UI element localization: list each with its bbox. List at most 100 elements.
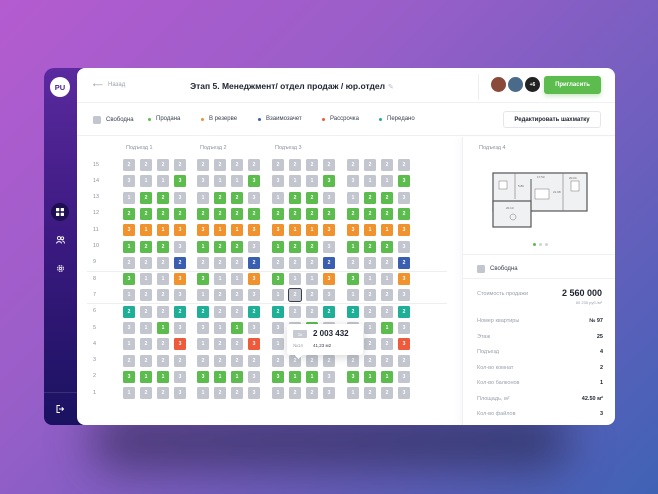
apartment-cell[interactable]: 2 (272, 305, 284, 318)
apartment-cell[interactable]: 1 (123, 387, 135, 400)
sidebar-item-settings[interactable] (51, 259, 69, 277)
apartment-cell[interactable]: 3 (197, 273, 209, 286)
apartment-cell[interactable]: 2 (157, 256, 169, 269)
back-button[interactable]: ⟵ Назад (93, 81, 125, 89)
apartment-cell[interactable]: 2 (140, 191, 152, 204)
apartment-cell[interactable]: 2 (289, 387, 301, 400)
apartment-cell[interactable]: 2 (364, 354, 376, 367)
apartment-cell[interactable]: 2 (381, 387, 393, 400)
apartment-cell[interactable]: 2 (306, 207, 318, 220)
apartment-cell[interactable]: 2 (197, 305, 209, 318)
apartment-cell[interactable]: 3 (272, 322, 284, 334)
apartment-cell[interactable]: 1 (347, 289, 359, 302)
apartment-cell[interactable]: 3 (398, 240, 410, 253)
apartment-cell[interactable]: 2 (306, 305, 318, 318)
apartment-cell[interactable]: 2 (197, 354, 209, 367)
apartment-cell[interactable]: 2 (364, 159, 376, 171)
apartment-cell[interactable]: 3 (174, 370, 186, 383)
apartment-cell[interactable]: 3 (272, 273, 284, 286)
apartment-cell[interactable]: 2 (214, 240, 226, 253)
carousel-dot[interactable] (545, 243, 548, 246)
apartment-cell[interactable]: 2 (381, 159, 393, 171)
apartment-cell[interactable]: 2 (231, 354, 243, 367)
apartment-cell[interactable]: 3 (248, 240, 260, 253)
apartment-cell[interactable]: 3 (248, 370, 260, 383)
apartment-cell[interactable]: 3 (347, 273, 359, 286)
apartment-cell[interactable]: 2 (140, 354, 152, 367)
apartment-cell[interactable]: 2 (289, 159, 301, 171)
apartment-cell[interactable]: 1 (347, 240, 359, 253)
apartment-cell[interactable]: 2 (272, 159, 284, 171)
apartment-cell[interactable]: 3 (347, 175, 359, 188)
apartment-cell[interactable]: 1 (272, 191, 284, 204)
apartment-cell[interactable]: 2 (231, 387, 243, 400)
apartment-cell[interactable]: 1 (364, 175, 376, 188)
apartment-cell[interactable]: 3 (174, 289, 186, 302)
apartment-cell[interactable]: 2 (248, 207, 260, 220)
apartment-cell[interactable]: 2 (347, 305, 359, 318)
apartment-cell[interactable]: 2 (157, 354, 169, 367)
apartment-cell[interactable]: 2 (157, 289, 169, 302)
apartment-cell[interactable]: 3 (323, 289, 335, 302)
apartment-cell[interactable]: 1 (381, 322, 393, 334)
apartment-cell[interactable]: 1 (272, 240, 284, 253)
apartment-cell[interactable]: 3 (174, 191, 186, 204)
apartment-cell[interactable]: 1 (381, 273, 393, 286)
apartment-cell[interactable]: 2 (364, 338, 376, 351)
apartment-cell[interactable]: 2 (140, 289, 152, 302)
apartment-cell[interactable]: 2 (157, 159, 169, 171)
apartment-cell[interactable]: 1 (157, 175, 169, 188)
apartment-cell[interactable]: 3 (347, 370, 359, 383)
legend-item[interactable]: Свободна (93, 116, 134, 124)
apartment-cell[interactable]: 2 (398, 207, 410, 220)
apartment-cell[interactable]: 2 (364, 191, 376, 204)
apartment-cell[interactable]: 2 (381, 191, 393, 204)
apartment-cell[interactable]: 1 (347, 387, 359, 400)
avatar[interactable] (508, 77, 523, 92)
apartment-cell[interactable]: 1 (306, 224, 318, 237)
avatar-group[interactable]: +6 (491, 77, 540, 92)
apartment-cell[interactable]: 2 (306, 289, 318, 302)
apartment-cell[interactable]: 2 (289, 191, 301, 204)
apartment-cell[interactable]: 1 (157, 322, 169, 334)
edit-chessboard-button[interactable]: Редактировать шахматку (503, 111, 601, 128)
apartment-cell[interactable]: 3 (398, 191, 410, 204)
apartment-cell[interactable]: 3 (123, 175, 135, 188)
legend-item[interactable]: Взаимозачет (258, 116, 302, 123)
apartment-cell[interactable]: 1 (289, 273, 301, 286)
apartment-cell[interactable]: 2 (364, 256, 376, 269)
apartment-cell[interactable]: 2 (214, 159, 226, 171)
apartment-cell[interactable]: 2 (306, 240, 318, 253)
apartment-cell[interactable]: 3 (248, 224, 260, 237)
legend-item[interactable]: Продана (148, 116, 180, 123)
apartment-cell[interactable]: 3 (248, 322, 260, 334)
apartment-cell[interactable]: 2 (323, 256, 335, 269)
apartment-cell[interactable]: 2 (248, 256, 260, 269)
apartment-cell[interactable]: 2 (140, 256, 152, 269)
apartment-cell[interactable]: 3 (398, 322, 410, 334)
apartment-cell[interactable]: 1 (347, 191, 359, 204)
apartment-cell[interactable]: 1 (306, 273, 318, 286)
apartment-cell[interactable]: 3 (123, 224, 135, 237)
apartment-cell[interactable]: 2 (214, 305, 226, 318)
apartment-cell[interactable]: 2 (248, 159, 260, 171)
apartment-cell[interactable]: 2 (272, 256, 284, 269)
apartment-cell[interactable]: 1 (157, 224, 169, 237)
apartment-cell[interactable]: 1 (272, 289, 284, 302)
apartment-cell[interactable]: 3 (272, 370, 284, 383)
apartment-cell[interactable]: 3 (323, 224, 335, 237)
apartment-cell[interactable]: 1 (231, 370, 243, 383)
sidebar-item-users[interactable] (51, 231, 69, 249)
apartment-cell[interactable]: 1 (157, 273, 169, 286)
apartment-cell[interactable]: 1 (289, 175, 301, 188)
apartment-cell[interactable]: 2 (398, 305, 410, 318)
apartment-cell[interactable]: 1 (214, 370, 226, 383)
apartment-cell[interactable]: 2 (289, 256, 301, 269)
apartment-cell[interactable]: 1 (197, 387, 209, 400)
apartment-cell[interactable]: 2 (381, 207, 393, 220)
apartment-cell[interactable]: 2 (248, 305, 260, 318)
apartment-cell[interactable]: 1 (306, 175, 318, 188)
apartment-cell[interactable]: 3 (323, 240, 335, 253)
apartment-cell[interactable]: 3 (174, 175, 186, 188)
legend-item[interactable]: В резерве (201, 116, 237, 123)
